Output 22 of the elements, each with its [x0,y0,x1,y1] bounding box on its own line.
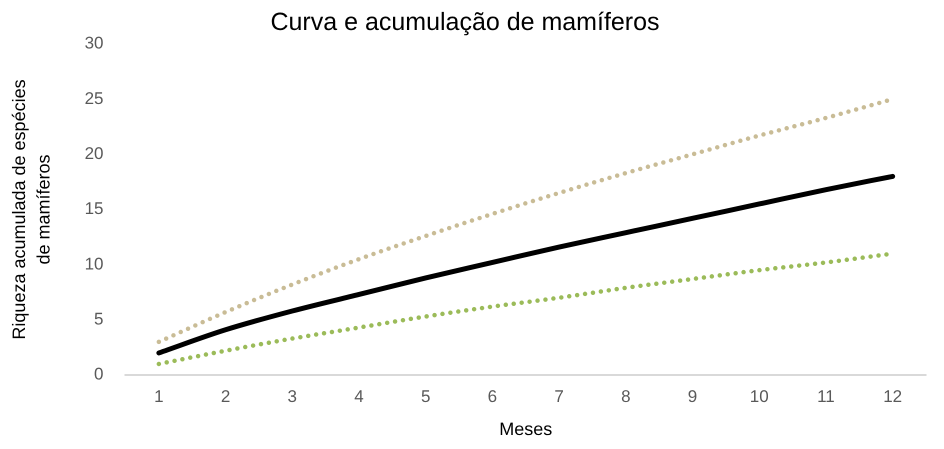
x-tick-label: 9 [688,386,698,406]
chart-title: Curva e acumulação de mamíferos [270,8,660,36]
x-axis-title: Meses [499,419,552,440]
y-tick-label: 10 [84,254,104,274]
y-tick-label: 15 [84,199,104,218]
y-tick-label: 0 [94,364,104,384]
x-tick-label: 7 [554,386,564,406]
x-tick-label: 4 [354,386,364,406]
x-tick-label: 5 [420,386,430,406]
x-tick-label: 2 [220,386,230,406]
x-tick-label: 10 [750,386,769,406]
x-tick-label: 8 [621,386,631,406]
y-axis-title: Riqueza acumulada de espécies de mamíferos [9,79,54,340]
y-tick-label: 25 [84,88,104,108]
x-tick-label: 1 [154,386,164,406]
x-tick-label: 12 [883,386,902,406]
x-tick-label: 3 [288,386,298,406]
y-tick-label: 5 [94,310,104,329]
x-tick-label: 11 [817,386,835,406]
y-tick-label: 30 [84,34,104,53]
y-tick-label: 20 [84,144,104,164]
x-tick-label: 6 [488,386,498,406]
